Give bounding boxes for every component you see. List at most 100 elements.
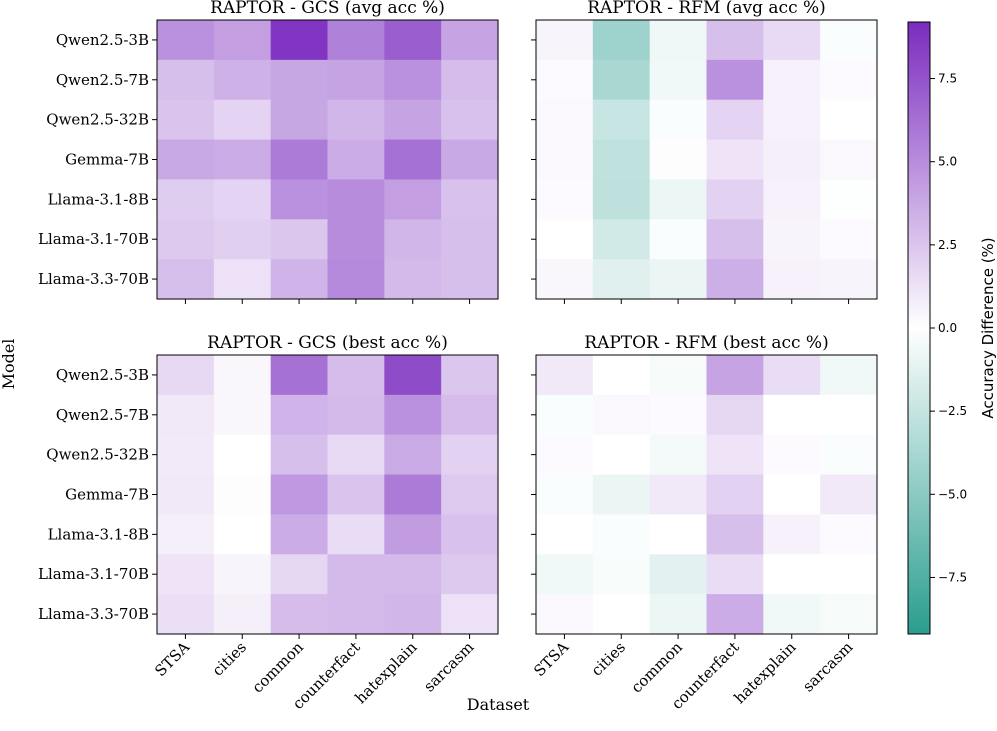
- heatmap-cell: [213, 514, 272, 555]
- panel-title: RAPTOR - RFM (best acc %): [584, 333, 828, 353]
- heatmap-cell: [649, 99, 708, 141]
- heatmap-cell: [706, 20, 764, 61]
- heatmap-cell: [763, 594, 821, 635]
- heatmap-cell: [763, 355, 821, 396]
- heatmap-cell: [327, 179, 385, 220]
- colorbar-tick-label: −2.5: [938, 404, 967, 418]
- heatmap-cell: [213, 594, 272, 635]
- colorbar: −7.5 −5.0 −2.5 0.0 2.5 5.0 7.5 Accuracy Differ…: [907, 21, 997, 635]
- heatmap-cell: [270, 59, 329, 101]
- heatmap-cell: [270, 434, 329, 476]
- heatmap-cell: [157, 514, 215, 555]
- heatmap-cell: [592, 20, 651, 61]
- heatmap-cell: [270, 219, 329, 260]
- heatmap-cell: [820, 474, 878, 516]
- heatmap-cell: [327, 259, 385, 300]
- heatmap-cell: [763, 219, 821, 260]
- heatmap-cell: [327, 434, 385, 476]
- heatmap-cell: [649, 179, 708, 220]
- heatmap-cell: [327, 394, 385, 436]
- heatmap-cell: [763, 474, 821, 516]
- heatmap-cell: [649, 474, 708, 516]
- heatmap-cell: [157, 179, 215, 220]
- heatmap-cell: [384, 139, 442, 181]
- row-label: Qwen2.5-7B: [56, 406, 149, 424]
- heatmap-cell: [592, 259, 651, 300]
- heatmap-cell: [763, 434, 821, 476]
- heatmap-cell: [820, 434, 878, 476]
- heatmap-cell: [820, 20, 878, 61]
- heatmap-cell: [384, 355, 442, 396]
- heatmap-cell: [213, 99, 272, 141]
- heatmap-cell: [327, 20, 385, 61]
- heatmap-cell: [820, 99, 878, 141]
- colorbar-tick-label: −7.5: [938, 570, 967, 584]
- heatmap-cell: [384, 514, 442, 555]
- heatmap-cell: [649, 219, 708, 260]
- heatmap-cell: [157, 434, 215, 476]
- heatmap-cell: [763, 99, 821, 141]
- heatmap-cell: [536, 594, 594, 635]
- heatmap-cell: [270, 394, 329, 436]
- heatmap-cell: [536, 179, 594, 220]
- row-label: Llama-3.1-8B: [48, 190, 149, 208]
- panel-gcs-avg: RAPTOR - GCS (avg acc %) Qwen2.5-3B Qwen2.…: [38, 0, 499, 304]
- heatmap-cell: [441, 594, 499, 635]
- heatmap-cell: [213, 355, 272, 396]
- heatmap-cell: [763, 394, 821, 436]
- heatmap-cell: [384, 474, 442, 516]
- heatmap-cell: [820, 594, 878, 635]
- heatmap-cell: [706, 99, 764, 141]
- row-label: Qwen2.5-3B: [56, 31, 149, 49]
- heatmap-cell: [213, 219, 272, 260]
- heatmap-cell: [592, 434, 651, 476]
- heatmap-cell: [384, 259, 442, 300]
- heatmap-cell: [384, 59, 442, 101]
- heatmap-cell: [213, 179, 272, 220]
- column-label: cities: [588, 638, 629, 679]
- heatmap-cell: [649, 394, 708, 436]
- heatmap-cell: [270, 139, 329, 181]
- row-label: Qwen2.5-32B: [46, 111, 149, 129]
- heatmap-cell: [441, 514, 499, 555]
- heatmap-cell: [384, 20, 442, 61]
- heatmap-cell: [649, 355, 708, 396]
- heatmap-cell: [706, 179, 764, 220]
- heatmap-cell: [384, 594, 442, 635]
- row-label: Qwen2.5-32B: [46, 446, 149, 464]
- heatmap-cell: [441, 394, 499, 436]
- heatmap-cell: [536, 259, 594, 300]
- row-label: Qwen2.5-3B: [56, 366, 149, 384]
- heatmap-cell: [157, 20, 215, 61]
- panel-rfm-best: RAPTOR - RFM (best acc %) STSA citiescommo…: [530, 333, 878, 713]
- heatmap-cell: [157, 259, 215, 300]
- colorbar-tick-label: 7.5: [938, 72, 957, 86]
- heatmap-cell: [157, 99, 215, 141]
- panel-gcs-best: RAPTOR - GCS (best acc %) Qwen2.5-3B Qwen2…: [38, 333, 499, 713]
- heatmap-cell: [592, 474, 651, 516]
- heatmap-cell: [649, 259, 708, 300]
- heatmap-cell: [536, 474, 594, 516]
- panel-title: RAPTOR - GCS (avg acc %): [210, 0, 445, 18]
- heatmap-cell: [157, 59, 215, 101]
- heatmap-cell: [592, 139, 651, 181]
- heatmap-cell: [763, 59, 821, 101]
- heatmap-cell: [441, 434, 499, 476]
- heatmap-cell: [649, 434, 708, 476]
- row-label: Gemma-7B: [65, 486, 149, 504]
- x-axis-label: Dataset: [467, 695, 530, 714]
- row-label: Llama-3.1-8B: [48, 525, 149, 543]
- heatmap-cell: [270, 514, 329, 555]
- heatmap-cell: [706, 355, 764, 396]
- heatmap-cell: [706, 219, 764, 260]
- heatmap-cell: [441, 179, 499, 220]
- heatmap-cell: [327, 219, 385, 260]
- heatmap-cell: [157, 394, 215, 436]
- heatmap-cell: [213, 434, 272, 476]
- heatmap-cell: [706, 139, 764, 181]
- heatmap-cell: [763, 179, 821, 220]
- heatmap-cell: [649, 554, 708, 595]
- heatmap-cell: [706, 394, 764, 436]
- y-axis-label: Model: [0, 339, 18, 390]
- row-label: Gemma-7B: [65, 151, 149, 169]
